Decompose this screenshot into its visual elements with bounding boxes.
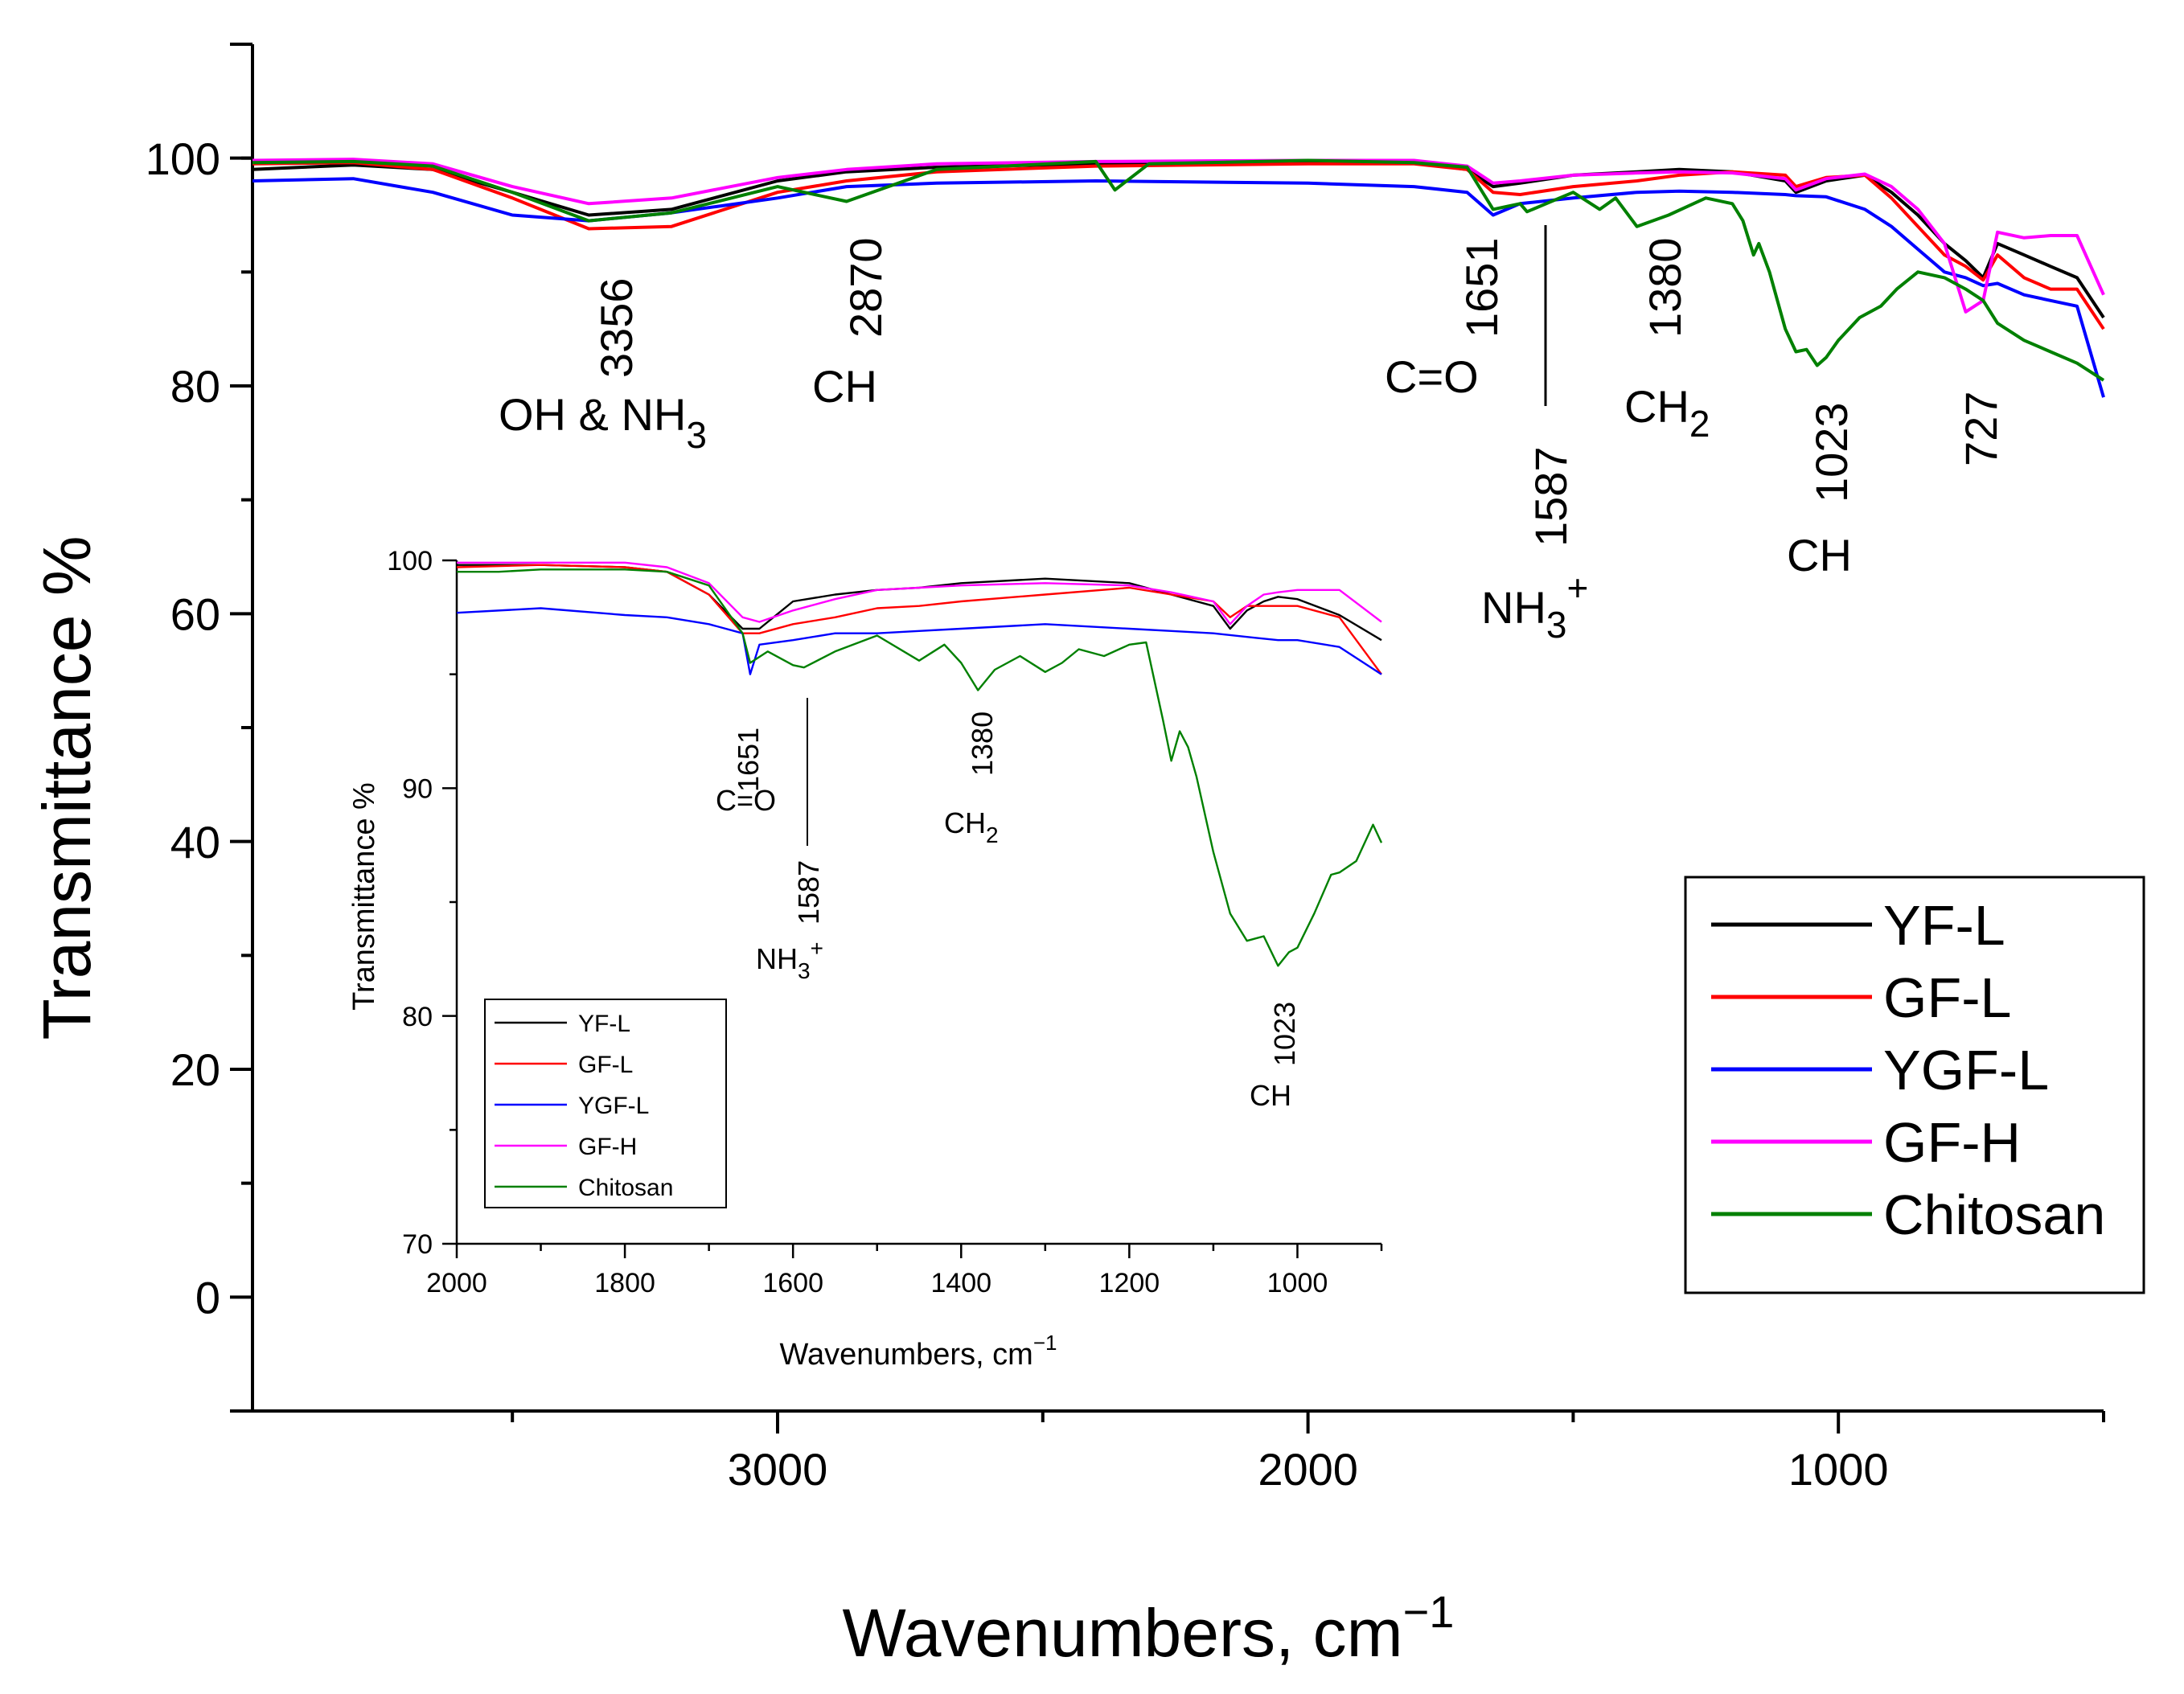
- main-annotations: 3356 OH & NH3 2870 CH 1651 C=O 1587 NH3+…: [499, 225, 2006, 646]
- annot-3356-value: 3356: [591, 277, 642, 378]
- main-legend: YF-L GF-L YGF-L GF-H Chitosan: [1684, 876, 2145, 1294]
- inset-x-tick-label: 1200: [1099, 1268, 1160, 1298]
- inset-annot-1380-label: CH2: [944, 806, 999, 847]
- inset-legend-label: YF-L: [578, 1011, 630, 1037]
- inset-x-tick-label: 1400: [930, 1268, 991, 1298]
- main-series-ygf-l: [252, 177, 2105, 398]
- main-legend-label: GF-H: [1883, 1111, 2021, 1174]
- main-legend-label: GF-L: [1883, 966, 2011, 1029]
- main-y-tick-label: 80: [170, 361, 220, 412]
- main-y-ticks: 0 20 40 60 80 100: [146, 43, 252, 1413]
- main-y-tick-label: 20: [170, 1044, 220, 1095]
- inset-series-ygf-l: [456, 607, 1382, 675]
- main-series-chitosan: [252, 158, 2105, 382]
- main-legend-label: Chitosan: [1883, 1183, 2105, 1246]
- annot-1587-value: 1587: [1525, 446, 1576, 547]
- main-legend-label: YF-L: [1883, 894, 2005, 957]
- annot-1380-value: 1380: [1640, 237, 1690, 338]
- inset-annot-1651-value: 1651: [732, 728, 765, 792]
- annot-1587-label: NH3+: [1481, 567, 1588, 646]
- inset-series-gf-h: [457, 561, 1382, 626]
- inset-x-tick-label: 1600: [762, 1268, 823, 1298]
- annot-1023-value: 1023: [1806, 402, 1857, 502]
- inset-x-tick-label: 1000: [1267, 1268, 1328, 1298]
- inset-series-chitosan: [457, 568, 1383, 967]
- inset-annot-1023-label: CH: [1250, 1079, 1291, 1112]
- main-plot: 0 20 40 60 80 100 3000 2000 1000 Transmittance …: [29, 43, 2145, 1671]
- main-legend-label: YGF-L: [1883, 1039, 2049, 1101]
- inset-series-gf-l: [456, 564, 1382, 675]
- main-y-axis-title: Transmittance %: [29, 535, 105, 1040]
- main-y-tick-label: 100: [146, 133, 220, 184]
- inset-legend-label: YGF-L: [578, 1093, 649, 1119]
- inset-x-ticks: 2000 1800 1600 1400 1200 1000: [426, 1244, 1383, 1298]
- inset-annot-1587-value: 1587: [792, 860, 825, 925]
- inset-legend-label: GF-H: [578, 1134, 637, 1160]
- inset-y-ticks: 70 80 90 100: [387, 546, 457, 1260]
- inset-x-tick-label: 1800: [594, 1268, 655, 1298]
- annot-2870-label: CH: [812, 361, 877, 412]
- inset-y-tick-label: 90: [402, 774, 433, 805]
- inset-legend-box: [484, 999, 727, 1208]
- inset-series-yf-l: [457, 564, 1382, 642]
- main-x-tick-label: 3000: [728, 1444, 828, 1495]
- main-series-gf-l: [252, 161, 2105, 330]
- main-y-tick-label: 60: [170, 589, 220, 639]
- annot-727-value: 727: [1956, 392, 2006, 466]
- inset-plot: 70 80 90 100 2000 1800 1600 1400 1200 1000 Trans…: [347, 546, 1383, 1372]
- main-x-tick-label: 2000: [1258, 1444, 1358, 1495]
- annot-2870-value: 2870: [840, 237, 891, 338]
- inset-x-axis-title: Wavenumbers, cm−1: [780, 1331, 1057, 1372]
- annot-1023-label: CH: [1787, 530, 1852, 580]
- main-legend-box: [1684, 876, 2145, 1294]
- annot-1380-label: CH2: [1624, 381, 1710, 445]
- main-y-tick-label: 0: [195, 1272, 220, 1323]
- annot-1651-value: 1651: [1456, 237, 1507, 338]
- annot-3356-label: OH & NH3: [499, 389, 707, 456]
- inset-legend: YF-L GF-L YGF-L GF-H Chitosan: [484, 999, 727, 1208]
- inset-series-group: [456, 561, 1383, 967]
- main-x-tick-label: 1000: [1788, 1444, 1889, 1495]
- main-series-yf-l: [252, 159, 2105, 319]
- inset-annotations: 1651 C=O 1587 NH3+ 1380 CH2 1023 CH: [716, 698, 1301, 1112]
- inset-y-tick-label: 80: [402, 1002, 433, 1032]
- inset-y-tick-label: 70: [402, 1229, 433, 1260]
- inset-annot-1651-label: C=O: [716, 784, 776, 817]
- main-series-group: [252, 158, 2105, 398]
- annot-1651-label: C=O: [1385, 351, 1479, 402]
- inset-annot-1023-value: 1023: [1268, 1002, 1301, 1066]
- inset-legend-label: Chitosan: [578, 1175, 673, 1201]
- main-series-gf-h: [252, 158, 2105, 314]
- main-y-tick-label: 40: [170, 817, 220, 868]
- main-x-ticks: 3000 2000 1000: [511, 1411, 2105, 1495]
- inset-annot-1587-label: NH3+: [756, 936, 823, 983]
- inset-legend-label: GF-L: [578, 1052, 633, 1078]
- inset-annot-1380-value: 1380: [966, 712, 999, 776]
- inset-x-tick-label: 2000: [426, 1268, 487, 1298]
- inset-y-tick-label: 100: [387, 546, 433, 576]
- inset-y-axis-title: Transmittance %: [347, 782, 381, 1011]
- main-x-axis-title: Wavenumbers, cm−1: [843, 1586, 1455, 1671]
